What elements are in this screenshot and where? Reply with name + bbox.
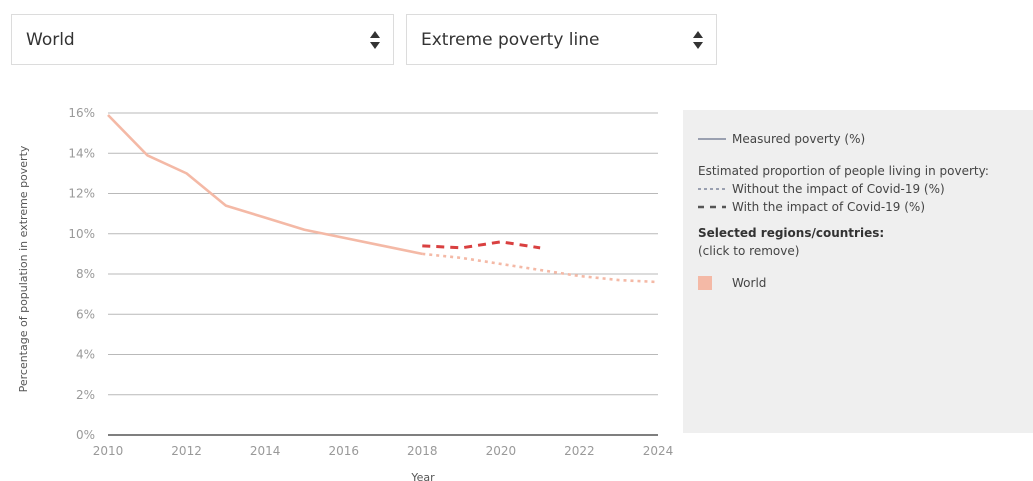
legend-estimated-heading: Estimated proportion of people living in… — [698, 164, 989, 178]
poverty-line-select-value: Extreme poverty line — [421, 29, 600, 50]
x-tick-label: 2012 — [171, 444, 202, 458]
series-projection-with-covid-line — [422, 240, 541, 250]
legend-item-world-label: World — [732, 276, 767, 290]
region-select[interactable]: World — [11, 14, 394, 65]
poverty-line-select[interactable]: Extreme poverty line — [406, 14, 717, 65]
region-select-value: World — [26, 29, 75, 50]
y-axis-title: Percentage of population in extreme pove… — [17, 145, 30, 392]
legend-without-covid-label: Without the impact of Covid-19 (%) — [732, 182, 945, 196]
select-arrows-icon — [693, 31, 703, 49]
y-tick-label: 12% — [68, 187, 95, 201]
legend-with-covid: With the impact of Covid-19 (%) — [698, 198, 1033, 216]
select-arrows-icon — [370, 31, 380, 49]
legend-with-covid-label: With the impact of Covid-19 (%) — [732, 200, 926, 214]
chart-legend: Measured poverty (%) Estimated proportio… — [683, 110, 1033, 433]
x-tick-label: 2016 — [328, 444, 359, 458]
y-tick-label: 4% — [76, 348, 95, 362]
legend-click-hint: (click to remove) — [698, 244, 800, 258]
y-tick-label: 0% — [76, 428, 95, 442]
x-tick-label: 2020 — [486, 444, 517, 458]
legend-measured-label: Measured poverty (%) — [732, 132, 866, 146]
y-tick-label: 14% — [68, 146, 95, 160]
x-axis-title: Year — [410, 471, 435, 481]
x-tick-label: 2014 — [250, 444, 281, 458]
series-projection-without-covid-line — [422, 252, 659, 284]
poverty-line-chart: 0% 2% 4% 6% 8% 10% 12% 14% 16% 2010 2012 2014 2016 20… — [17, 106, 674, 481]
y-tick-label: 8% — [76, 267, 95, 281]
legend-measured: Measured poverty (%) — [698, 130, 1033, 148]
y-tick-label: 2% — [76, 388, 95, 402]
x-tick-label: 2022 — [564, 444, 595, 458]
legend-item-world[interactable]: World — [698, 276, 1033, 290]
legend-without-covid: Without the impact of Covid-19 (%) — [698, 180, 1033, 198]
series-measured-line — [107, 114, 423, 256]
x-tick-label: 2018 — [407, 444, 438, 458]
y-tick-label: 10% — [68, 227, 95, 241]
world-swatch — [698, 276, 712, 290]
x-tick-label: 2010 — [93, 444, 124, 458]
y-tick-label: 16% — [68, 106, 95, 120]
legend-selected-heading: Selected regions/countries: — [698, 226, 885, 240]
y-tick-label: 6% — [76, 307, 95, 321]
x-tick-label: 2024 — [643, 444, 674, 458]
